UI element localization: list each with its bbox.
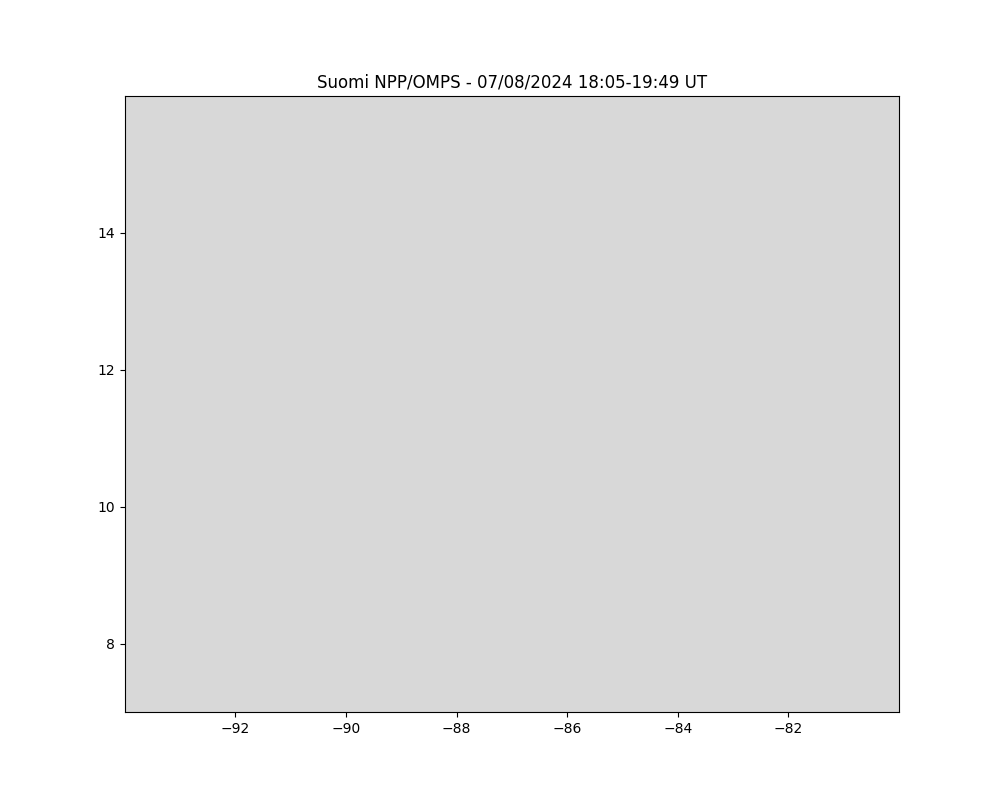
Title: Suomi NPP/OMPS - 07/08/2024 18:05-19:49 UT: Suomi NPP/OMPS - 07/08/2024 18:05-19:49 … <box>317 74 707 92</box>
